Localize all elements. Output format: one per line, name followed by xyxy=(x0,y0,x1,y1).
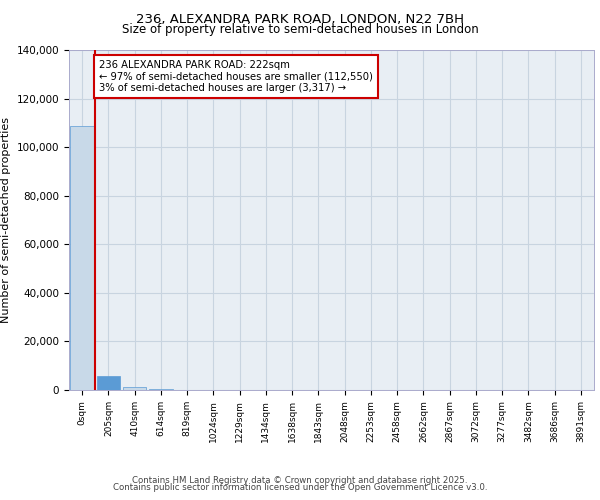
Text: 236 ALEXANDRA PARK ROAD: 222sqm
← 97% of semi-detached houses are smaller (112,5: 236 ALEXANDRA PARK ROAD: 222sqm ← 97% of… xyxy=(99,60,373,94)
Y-axis label: Number of semi-detached properties: Number of semi-detached properties xyxy=(1,117,11,323)
Text: Size of property relative to semi-detached houses in London: Size of property relative to semi-detach… xyxy=(122,22,478,36)
Bar xyxy=(70,126,94,390)
Text: 236, ALEXANDRA PARK ROAD, LONDON, N22 7BH: 236, ALEXANDRA PARK ROAD, LONDON, N22 7B… xyxy=(136,12,464,26)
Bar xyxy=(97,376,120,390)
Bar xyxy=(149,389,173,390)
Text: Contains HM Land Registry data © Crown copyright and database right 2025.: Contains HM Land Registry data © Crown c… xyxy=(132,476,468,485)
Bar xyxy=(123,388,146,390)
Text: Contains public sector information licensed under the Open Government Licence v3: Contains public sector information licen… xyxy=(113,484,487,492)
